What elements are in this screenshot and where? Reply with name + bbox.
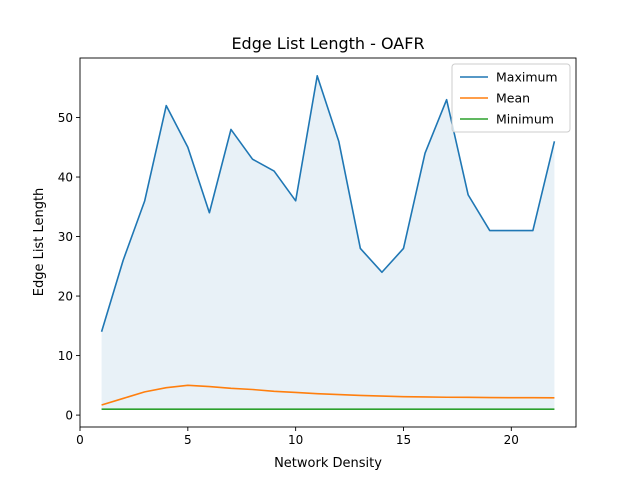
y-tick-label: 40 <box>58 171 73 185</box>
x-tick-label: 5 <box>184 433 192 447</box>
chart-title: Edge List Length - OAFR <box>231 34 424 53</box>
y-tick-label: 10 <box>58 349 73 363</box>
axes-frame <box>79 57 577 428</box>
x-tick-label: 20 <box>504 433 519 447</box>
y-tick-label: 0 <box>65 409 73 423</box>
legend-box <box>451 63 571 133</box>
x-axis-label: Network Density <box>274 456 382 471</box>
range-fill-area <box>101 75 555 410</box>
legend-label-maximum: Maximum <box>496 70 558 85</box>
y-axis-label: Edge List Length <box>32 188 47 297</box>
plot-area: 0 5 10 15 20 0 10 20 30 40 50 Maximum Mean Minimum <box>58 57 577 447</box>
series-line-mean <box>101 384 555 406</box>
y-tick-label: 20 <box>58 290 73 304</box>
series-line-maximum <box>100 75 556 333</box>
legend-label-mean: Mean <box>496 91 530 106</box>
x-tick-label: 0 <box>76 433 84 447</box>
y-tick-label: 30 <box>58 230 73 244</box>
x-tick-label: 10 <box>288 433 303 447</box>
legend-label-minimum: Minimum <box>496 112 554 127</box>
y-tick-label: 50 <box>58 111 73 125</box>
x-tick-label: 15 <box>396 433 411 447</box>
